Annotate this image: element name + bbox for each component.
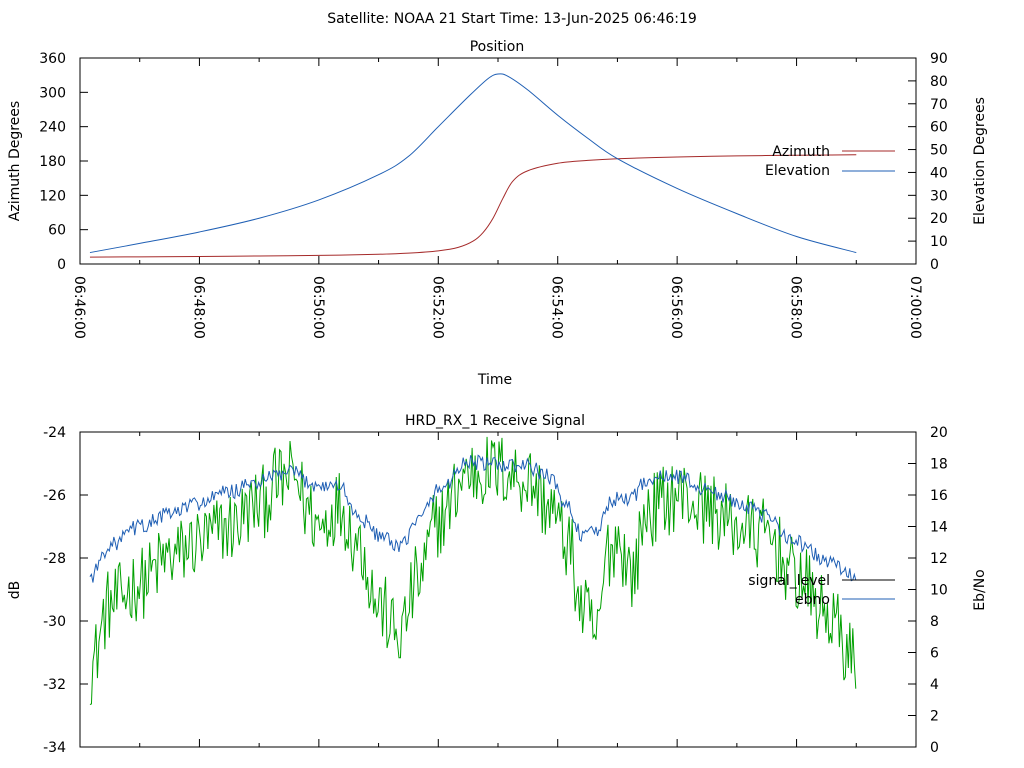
signal-chart-title: HRD_RX_1 Receive Signal <box>405 413 585 429</box>
position-minor-ticks <box>139 58 857 264</box>
position-y2-tick-label: 80 <box>930 74 948 90</box>
position-x-tick-label: 06:50:00 <box>310 276 326 339</box>
signal-y-tick-label: -24 <box>43 425 66 441</box>
position-y-tick-label: 240 <box>39 120 66 136</box>
position-y2-tick-label: 10 <box>930 234 948 250</box>
position-y-axis-label: Azimuth Degrees <box>7 101 23 221</box>
position-y-tick-label: 180 <box>39 154 66 170</box>
signal-y-tick-label: -32 <box>43 677 66 693</box>
signal-y2-tick-label: 12 <box>930 551 948 567</box>
position-chart-title: Position <box>470 39 525 55</box>
position-x-tick-label: 06:48:00 <box>190 276 206 339</box>
signal-y-tick-label: -26 <box>43 488 66 504</box>
position-x-tick-label: 06:52:00 <box>429 276 445 339</box>
signal-legend: signal_level ebno <box>748 573 895 608</box>
position-y-tick-label: 300 <box>39 85 66 101</box>
position-x-tick-label: 06:46:00 <box>71 276 87 339</box>
signal-y2-tick-label: 20 <box>930 425 948 441</box>
signal-y-axis-label: dB <box>7 581 23 600</box>
signal-minor-ticks <box>139 432 857 747</box>
signal-chart: HRD_RX_1 Receive Signal -34-32-30-28-26-… <box>7 413 988 756</box>
signal-y2-tick-label: 6 <box>930 646 939 662</box>
legend-label-elevation: Elevation <box>765 163 830 179</box>
position-y2-tick-label: 30 <box>930 188 948 204</box>
position-y2-tick-label: 70 <box>930 97 948 113</box>
elevation-series-line <box>89 73 857 254</box>
position-x-tick-label: 06:58:00 <box>788 276 804 339</box>
azimuth-series-line <box>89 154 857 258</box>
position-y2-tick-label: 20 <box>930 211 948 227</box>
ebno-series-line <box>89 454 857 583</box>
position-y2-tick-label: 50 <box>930 143 948 159</box>
signal-y-ticks: -34 -32 -30 -28 -26 -24 <box>43 425 88 756</box>
position-y-tick-label: 0 <box>57 257 66 273</box>
position-y2-tick-label: 0 <box>930 257 939 273</box>
legend-label-azimuth: Azimuth <box>772 144 830 160</box>
position-x-tick-label: 07:00:00 <box>907 276 923 339</box>
signal-y2-tick-label: 16 <box>930 488 948 504</box>
signal-y2-tick-label: 4 <box>930 677 939 693</box>
page-title: Satellite: NOAA 21 Start Time: 13-Jun-20… <box>327 11 697 27</box>
position-y-tick-label: 120 <box>39 188 66 204</box>
position-y2-tick-label: 40 <box>930 165 948 181</box>
position-plot-frame <box>79 57 917 265</box>
position-x-ticks: 06:46:00 06:48:00 06:50:00 06:52:00 06:54:00… <box>71 58 923 339</box>
signal-y2-tick-label: 0 <box>930 740 939 756</box>
signal-level-series-line <box>89 436 857 705</box>
position-y2-tick-label: 60 <box>930 120 948 136</box>
position-y-tick-label: 360 <box>39 51 66 67</box>
position-x-tick-label: 06:56:00 <box>668 276 684 339</box>
position-y2-tick-label: 90 <box>930 51 948 67</box>
signal-y-tick-label: -34 <box>43 740 66 756</box>
legend-label-ebno: ebno <box>795 592 830 608</box>
position-y2-axis-label: Elevation Degrees <box>972 97 988 225</box>
position-chart: Position 0 60 120 180 240 300 360 0 10 20 30 40 50 6… <box>7 39 988 388</box>
position-x-tick-label: 06:54:00 <box>549 276 565 339</box>
position-y-tick-label: 60 <box>48 223 66 239</box>
position-legend: Azimuth Elevation <box>765 144 895 179</box>
position-x-axis-label: Time <box>477 372 512 388</box>
signal-y2-tick-label: 14 <box>930 520 948 536</box>
signal-y2-ticks: 0 2 4 6 8 10 12 14 16 18 20 <box>908 425 948 756</box>
signal-y-tick-label: -28 <box>43 551 66 567</box>
signal-y2-axis-label: Eb/No <box>972 569 988 611</box>
signal-y2-tick-label: 2 <box>930 709 939 725</box>
signal-y2-tick-label: 18 <box>930 457 948 473</box>
position-y2-ticks: 0 10 20 30 40 50 60 70 80 90 <box>908 51 948 273</box>
legend-label-signal-level: signal_level <box>748 573 830 589</box>
position-y-ticks: 0 60 120 180 240 300 360 <box>39 51 88 273</box>
signal-y2-tick-label: 10 <box>930 583 948 599</box>
signal-y2-tick-label: 8 <box>930 614 939 630</box>
signal-y-tick-label: -30 <box>43 614 66 630</box>
